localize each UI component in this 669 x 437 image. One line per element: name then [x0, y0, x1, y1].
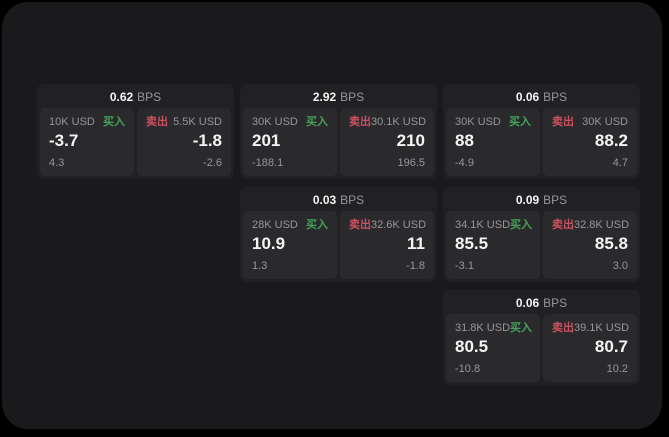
sell-size: 39.1K USD [574, 322, 630, 334]
sell-size: 32.6K USD [371, 219, 427, 231]
buy-delta: 1.3 [252, 260, 268, 272]
buy-size: 30K USD [252, 116, 298, 128]
buy-label: 买入 [306, 116, 328, 128]
spread-unit: BPS [340, 193, 365, 207]
sell-delta: 196.5 [397, 157, 425, 169]
sell-price: 11 [407, 234, 425, 253]
buy-panel[interactable]: 30K USD 买入 88 -4.9 [446, 108, 540, 176]
sell-price: 80.7 [594, 337, 628, 356]
sell-delta: 3.0 [612, 260, 628, 272]
sell-panel[interactable]: 卖出 32.6K USD 11 -1.8 [340, 211, 434, 279]
sell-size: 32.8K USD [574, 219, 630, 231]
spread-value: 0.09 [515, 193, 540, 207]
buy-delta: 4.3 [49, 157, 65, 169]
quote-card: 0.06 BPS 31.8K USD 买入 80.5 -10.8 卖出 39.1K… [443, 290, 640, 385]
buy-price: 85.5 [455, 234, 489, 253]
buy-price: 201 [252, 131, 281, 150]
sell-label: 卖出 [349, 116, 371, 128]
sell-price: 88.2 [594, 131, 628, 150]
spread-unit: BPS [137, 90, 162, 104]
spread-value: 0.06 [515, 296, 540, 310]
spread-header: 0.62 BPS [40, 87, 231, 108]
sell-label: 卖出 [552, 116, 574, 128]
buy-delta: -4.9 [455, 157, 474, 169]
buy-size: 34.1K USD [455, 219, 511, 231]
spread-header: 0.06 BPS [446, 87, 637, 108]
buy-delta: -10.8 [455, 363, 481, 375]
sell-label: 卖出 [146, 116, 168, 128]
sell-size: 5.5K USD [173, 116, 222, 128]
buy-label: 买入 [509, 116, 531, 128]
quote-card: 0.03 BPS 28K USD 买入 10.9 1.3 卖出 32.6K USD [240, 187, 437, 282]
buy-price: -3.7 [49, 131, 79, 150]
spread-value: 0.06 [515, 90, 540, 104]
quote-card: 0.62 BPS 10K USD 买入 -3.7 4.3 卖出 5.5K USD [37, 84, 234, 179]
sell-delta: -1.8 [406, 260, 425, 272]
sell-panel[interactable]: 卖出 30.1K USD 210 196.5 [340, 108, 434, 176]
spread-value: 0.62 [109, 90, 134, 104]
sell-delta: -2.6 [203, 157, 222, 169]
quote-card-body: 30K USD 买入 88 -4.9 卖出 30K USD 88.2 4.7 [446, 108, 637, 176]
spread-header: 0.09 BPS [446, 190, 637, 211]
quote-card-body: 30K USD 买入 201 -188.1 卖出 30.1K USD 210 1… [243, 108, 434, 176]
quote-card-body: 28K USD 买入 10.9 1.3 卖出 32.6K USD 11 -1.8 [243, 211, 434, 279]
buy-label: 买入 [306, 219, 328, 231]
buy-size: 30K USD [455, 116, 501, 128]
quote-card-body: 31.8K USD 买入 80.5 -10.8 卖出 39.1K USD 80.… [446, 314, 637, 382]
sell-label: 卖出 [552, 322, 574, 334]
buy-panel[interactable]: 10K USD 买入 -3.7 4.3 [40, 108, 134, 176]
sell-panel[interactable]: 卖出 30K USD 88.2 4.7 [543, 108, 637, 176]
spread-header: 2.92 BPS [243, 87, 434, 108]
sell-panel[interactable]: 卖出 39.1K USD 80.7 10.2 [543, 314, 637, 382]
quote-card-body: 10K USD 买入 -3.7 4.3 卖出 5.5K USD -1.8 -2.… [40, 108, 231, 176]
buy-delta: -3.1 [455, 260, 474, 272]
buy-label: 买入 [510, 219, 533, 231]
buy-label: 买入 [103, 116, 125, 128]
buy-delta: -188.1 [252, 157, 284, 169]
sell-delta: 4.7 [612, 157, 628, 169]
buy-price: 10.9 [252, 234, 286, 253]
spread-unit: BPS [543, 90, 568, 104]
spread-unit: BPS [340, 90, 365, 104]
spread-unit: BPS [543, 193, 568, 207]
spread-unit: BPS [543, 296, 568, 310]
spread-value: 2.92 [312, 90, 337, 104]
sell-panel[interactable]: 卖出 5.5K USD -1.8 -2.6 [137, 108, 231, 176]
buy-price: 80.5 [455, 337, 489, 356]
sell-label: 卖出 [349, 219, 371, 231]
spread-header: 0.03 BPS [243, 190, 434, 211]
buy-panel[interactable]: 30K USD 买入 201 -188.1 [243, 108, 337, 176]
buy-panel[interactable]: 34.1K USD 买入 85.5 -3.1 [446, 211, 540, 279]
sell-size: 30K USD [582, 116, 628, 128]
buy-panel[interactable]: 31.8K USD 买入 80.5 -10.8 [446, 314, 540, 382]
sell-panel[interactable]: 卖出 32.8K USD 85.8 3.0 [543, 211, 637, 279]
sell-price: 210 [396, 131, 425, 150]
quote-card: 2.92 BPS 30K USD 买入 201 -188.1 卖出 30.1K U… [240, 84, 437, 179]
sell-size: 30.1K USD [371, 116, 427, 128]
buy-label: 买入 [510, 322, 533, 334]
buy-price: 88 [455, 131, 474, 150]
buy-size: 31.8K USD [455, 322, 511, 334]
sell-delta: 10.2 [606, 363, 628, 375]
quote-card-body: 34.1K USD 买入 85.5 -3.1 卖出 32.8K USD 85.8… [446, 211, 637, 279]
quote-card: 0.09 BPS 34.1K USD 买入 85.5 -3.1 卖出 32.8K … [443, 187, 640, 282]
app-window: 0.62 BPS 10K USD 买入 -3.7 4.3 卖出 5.5K USD [2, 2, 662, 429]
sell-label: 卖出 [552, 219, 574, 231]
quote-cards-grid: 0.62 BPS 10K USD 买入 -3.7 4.3 卖出 5.5K USD [37, 84, 640, 385]
buy-size: 28K USD [252, 219, 298, 231]
spread-header: 0.06 BPS [446, 293, 637, 314]
buy-panel[interactable]: 28K USD 买入 10.9 1.3 [243, 211, 337, 279]
quote-card: 0.06 BPS 30K USD 买入 88 -4.9 卖出 30K USD [443, 84, 640, 179]
sell-price: 85.8 [594, 234, 628, 253]
spread-value: 0.03 [312, 193, 337, 207]
sell-price: -1.8 [192, 131, 222, 150]
buy-size: 10K USD [49, 116, 95, 128]
